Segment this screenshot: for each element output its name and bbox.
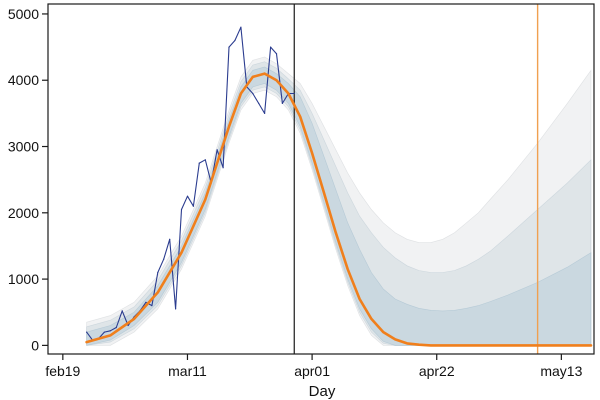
observed-point — [222, 167, 224, 169]
x-axis-label: Day — [309, 383, 336, 400]
observed-point — [86, 331, 88, 333]
observed-point — [103, 331, 105, 333]
observed-point — [151, 305, 153, 307]
observed-point — [115, 326, 117, 329]
observed-point — [163, 258, 165, 260]
observed-point — [198, 162, 200, 164]
observed-point — [169, 238, 171, 240]
axis-ticks: feb19 mar11 apr01 apr22 may13 0 1000 2000 3000 40… — [8, 6, 583, 379]
x-tick-label: apr01 — [294, 363, 330, 379]
observed-point — [157, 271, 159, 274]
y-tick-label: 4000 — [8, 72, 39, 88]
observed-point — [281, 102, 283, 104]
observed-point — [121, 310, 123, 312]
y-tick-label: 5000 — [8, 6, 39, 22]
y-tick-label: 0 — [31, 337, 39, 353]
x-tick-label: mar11 — [168, 363, 207, 379]
x-tick-label: apr22 — [419, 363, 455, 379]
observed-point — [127, 324, 129, 327]
observed-point — [186, 195, 189, 197]
observed-point — [293, 92, 295, 95]
vertical-reference-lines — [293, 4, 539, 354]
x-tick-label: may13 — [540, 363, 582, 379]
observed-point — [228, 46, 230, 48]
observed-point — [204, 159, 206, 161]
observed-point — [270, 46, 272, 48]
observed-point — [258, 102, 260, 104]
observed-point — [216, 149, 218, 151]
observed-point — [275, 53, 278, 55]
observed-point — [192, 205, 194, 207]
observed-line — [86, 26, 295, 341]
observed-point — [180, 208, 183, 211]
observed-point — [109, 330, 111, 332]
x-tick-label: feb19 — [45, 363, 80, 379]
y-tick-label: 3000 — [8, 139, 39, 155]
observed-point — [175, 308, 177, 310]
y-tick-label: 1000 — [8, 271, 39, 287]
y-tick-label: 2000 — [8, 205, 39, 221]
observed-point — [234, 39, 236, 42]
observed-point — [252, 92, 254, 95]
fit-line — [85, 72, 593, 347]
plot-frame — [47, 3, 595, 355]
observed-point — [145, 301, 147, 303]
observed-point — [240, 26, 242, 28]
observed-point — [264, 112, 266, 114]
fitted-series — [85, 72, 593, 347]
